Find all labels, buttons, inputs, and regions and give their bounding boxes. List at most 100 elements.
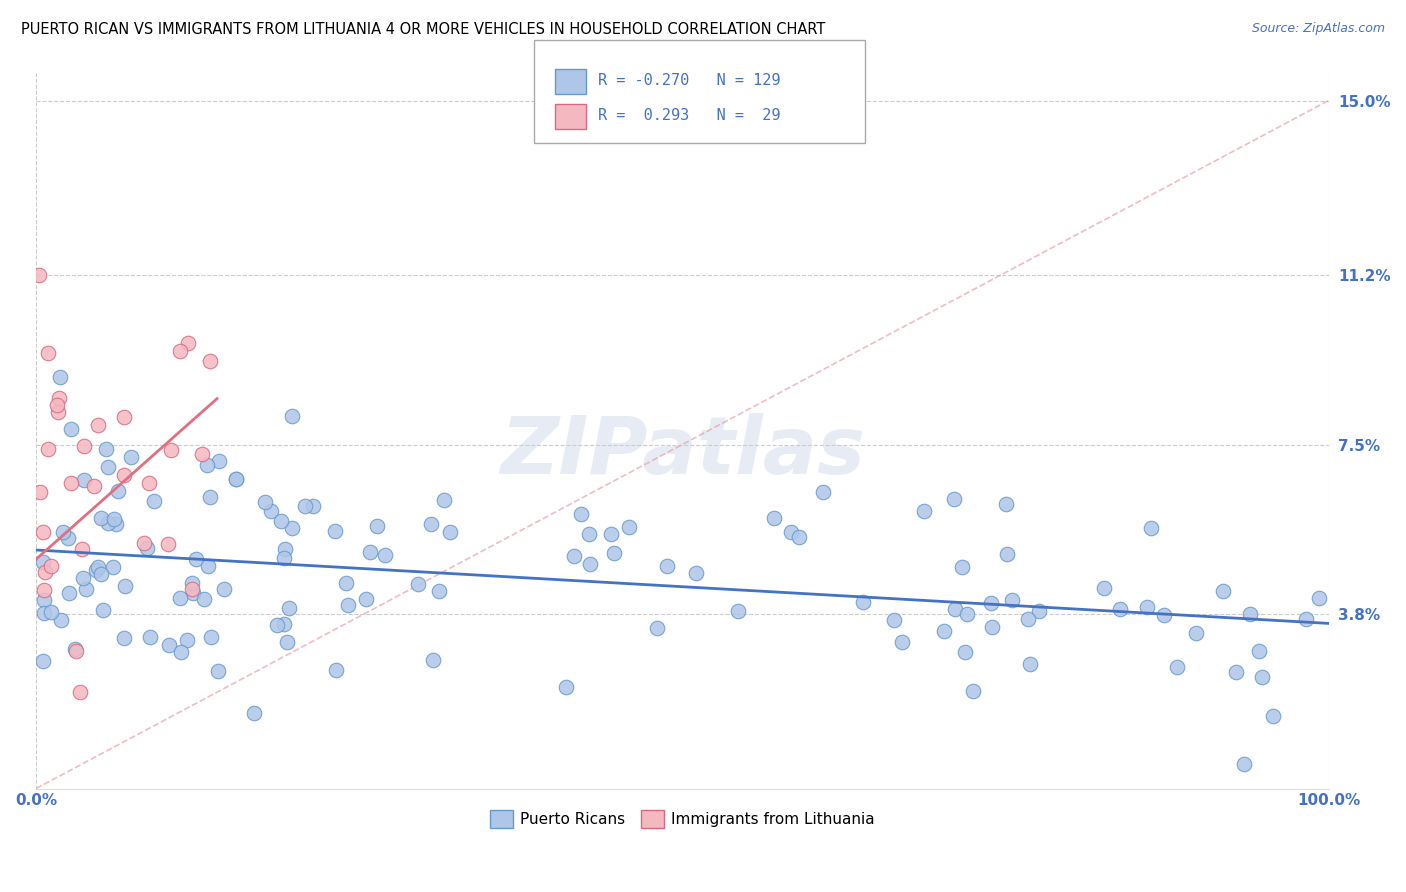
Point bbox=[1028, 604, 1050, 618]
Point bbox=[193, 591, 215, 606]
Point bbox=[58, 585, 80, 599]
Point bbox=[94, 442, 117, 457]
Point bbox=[87, 560, 110, 574]
Point bbox=[259, 503, 281, 517]
Point bbox=[70, 541, 93, 556]
Point bbox=[63, 642, 86, 657]
Point bbox=[105, 516, 128, 531]
Point bbox=[578, 527, 600, 541]
Point bbox=[422, 653, 444, 667]
Point bbox=[562, 549, 585, 563]
Point bbox=[266, 617, 288, 632]
Point bbox=[212, 582, 235, 596]
Point bbox=[647, 621, 669, 635]
Point bbox=[181, 576, 204, 591]
Point bbox=[112, 468, 135, 483]
Point bbox=[32, 555, 55, 569]
Point bbox=[87, 417, 110, 432]
Point bbox=[1212, 583, 1234, 598]
Point bbox=[48, 391, 70, 405]
Point bbox=[169, 591, 191, 605]
Point bbox=[419, 516, 441, 531]
Point bbox=[197, 458, 219, 473]
Point bbox=[139, 630, 162, 644]
Point bbox=[132, 536, 155, 550]
Point bbox=[270, 514, 292, 528]
Point bbox=[157, 537, 180, 551]
Point bbox=[107, 483, 129, 498]
Point bbox=[406, 576, 429, 591]
Point bbox=[956, 607, 979, 622]
Point bbox=[136, 541, 159, 555]
Point bbox=[114, 410, 136, 425]
Point bbox=[962, 684, 984, 698]
Point bbox=[281, 409, 304, 423]
Point bbox=[579, 557, 602, 571]
Point bbox=[84, 563, 107, 577]
Point bbox=[138, 475, 160, 490]
Point bbox=[852, 595, 875, 609]
Point bbox=[208, 454, 231, 468]
Point bbox=[32, 524, 55, 539]
Point bbox=[31, 654, 53, 668]
Point bbox=[1295, 612, 1317, 626]
Point bbox=[1233, 757, 1256, 772]
Point bbox=[34, 565, 56, 579]
Point bbox=[1153, 607, 1175, 622]
Point bbox=[617, 520, 640, 534]
Point bbox=[995, 547, 1018, 561]
Text: Source: ZipAtlas.com: Source: ZipAtlas.com bbox=[1251, 22, 1385, 36]
Point bbox=[32, 593, 55, 607]
Point bbox=[1140, 521, 1163, 535]
Point bbox=[72, 571, 94, 585]
Point bbox=[1249, 644, 1271, 658]
Point bbox=[281, 520, 304, 534]
Point bbox=[225, 472, 247, 486]
Point bbox=[273, 541, 295, 556]
Point bbox=[1185, 625, 1208, 640]
Point bbox=[169, 645, 191, 659]
Point bbox=[1017, 612, 1039, 626]
Point bbox=[243, 706, 266, 720]
Point bbox=[103, 512, 125, 526]
Point bbox=[335, 575, 357, 590]
Point bbox=[142, 494, 165, 508]
Point bbox=[374, 548, 396, 562]
Point bbox=[302, 500, 325, 514]
Point bbox=[97, 459, 120, 474]
Point bbox=[763, 510, 786, 524]
Point bbox=[429, 583, 451, 598]
Point bbox=[52, 525, 75, 540]
Point bbox=[186, 552, 208, 566]
Text: R =  0.293   N =  29: R = 0.293 N = 29 bbox=[598, 109, 780, 123]
Point bbox=[200, 631, 222, 645]
Point bbox=[65, 644, 87, 658]
Point bbox=[32, 607, 55, 621]
Point bbox=[354, 591, 377, 606]
Point bbox=[101, 560, 124, 574]
Point bbox=[157, 638, 180, 652]
Point bbox=[685, 566, 707, 581]
Point bbox=[273, 617, 295, 632]
Point bbox=[49, 613, 72, 627]
Point bbox=[569, 507, 592, 521]
Point bbox=[811, 484, 834, 499]
Point bbox=[433, 493, 456, 508]
Point bbox=[191, 447, 214, 461]
Point bbox=[112, 631, 135, 645]
Point bbox=[994, 498, 1017, 512]
Point bbox=[181, 582, 204, 597]
Point bbox=[69, 685, 91, 699]
Point bbox=[200, 354, 222, 368]
Point bbox=[58, 531, 80, 545]
Legend: Puerto Ricans, Immigrants from Lithuania: Puerto Ricans, Immigrants from Lithuania bbox=[484, 804, 882, 835]
Point bbox=[176, 336, 198, 351]
Point bbox=[1239, 607, 1261, 621]
Point bbox=[953, 645, 976, 659]
Point bbox=[39, 559, 62, 574]
Point bbox=[727, 604, 749, 618]
Point bbox=[253, 495, 276, 509]
Point bbox=[75, 582, 97, 597]
Point bbox=[91, 603, 114, 617]
Point bbox=[28, 485, 51, 500]
